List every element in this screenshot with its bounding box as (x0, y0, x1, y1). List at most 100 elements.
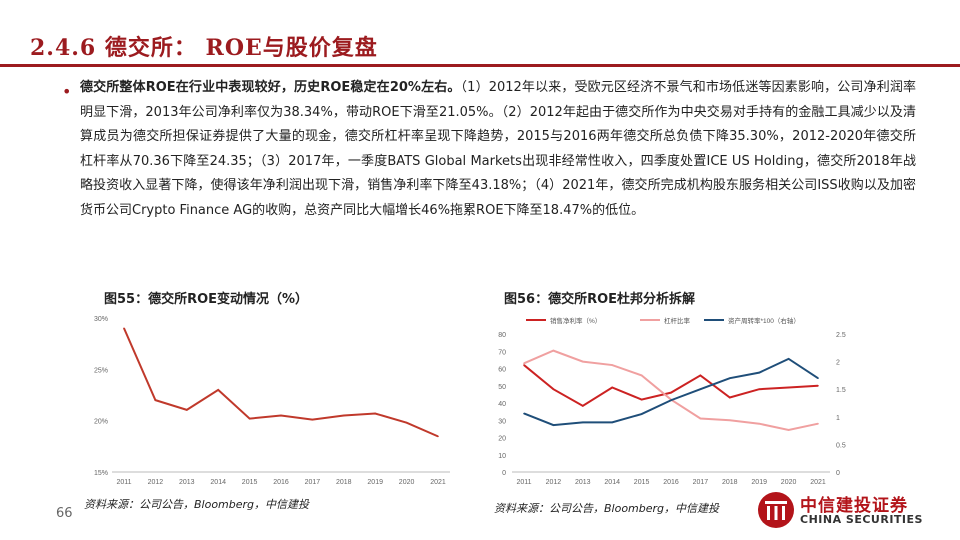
series-data-point (523, 412, 525, 415)
series-data-point (582, 421, 584, 424)
x-tick-label: 2013 (179, 479, 195, 486)
figure56-caption: 图56：德交所ROE杜邦分析拆解 (504, 292, 696, 307)
x-tick-label: 2018 (722, 479, 738, 486)
series-data-point (758, 422, 760, 425)
series-data-point (787, 358, 790, 360)
series-data-point (699, 417, 702, 420)
y-right-tick-label: 0.5 (836, 442, 846, 449)
y-left-tick-label: 20 (498, 436, 506, 443)
series-data-point (611, 421, 613, 424)
x-tick-label: 2011 (516, 479, 531, 486)
page-number: 66 (56, 506, 73, 521)
series-data-point (787, 386, 790, 389)
series-data-point (552, 424, 555, 426)
y-left-tick-label: 60 (498, 367, 506, 374)
page-title: 2.4.6 德交所： ROE与股价复盘 (30, 35, 378, 61)
body-text: （1）2012年以来，受欧元区经济不景气和市场低迷等因素影响，公司净利润率明显下… (80, 80, 916, 218)
series-data-point (552, 388, 555, 390)
roe-data-point (437, 435, 439, 438)
roe-data-point (154, 399, 157, 401)
series-data-point (758, 388, 760, 390)
roe-data-point (311, 418, 314, 421)
series-data-point (787, 429, 790, 431)
y-right-tick-label: 0 (836, 470, 840, 477)
x-tick-label: 2019 (751, 479, 767, 486)
y-tick-label: 15% (94, 470, 108, 477)
dupont-line-chart: 0 10 20 30 40 50 60 70 80 0 0.5 1 1.5 2 2.5 2011 2012 201… (498, 316, 846, 486)
series-data-point (758, 371, 760, 374)
lead-sentence: 德交所整体ROE在行业中表现较好，历史ROE稳定在20%左右。 (80, 80, 461, 95)
roe-data-point (374, 412, 377, 415)
y-right-tick-label: 2.5 (836, 332, 846, 339)
y-tick-label: 20% (94, 419, 108, 426)
y-left-tick-label: 0 (502, 470, 506, 477)
figure55-source: 资料来源：公司公告，Bloomberg，中信建投 (84, 498, 310, 511)
x-tick-label: 2016 (273, 479, 289, 486)
legend-label: 销售净利率（%） (550, 316, 601, 325)
body-paragraph: 德交所整体ROE在行业中表现较好，历史ROE稳定在20%左右。（1）2012年以… (80, 76, 916, 223)
title-divider (0, 64, 960, 67)
roe-data-point (186, 409, 188, 411)
y-left-tick-label: 80 (498, 332, 506, 339)
legend-label: 资产周转率*100（右轴） (728, 316, 800, 325)
series-data-point (670, 399, 672, 402)
series-data-point (523, 364, 525, 366)
series-data-point (817, 377, 819, 379)
series-data-point (729, 419, 731, 422)
y-right-tick-label: 1.5 (836, 387, 846, 394)
x-tick-label: 2020 (399, 479, 415, 486)
figure55-caption: 图55：德交所ROE变动情况（%） (104, 292, 309, 307)
x-tick-label: 2017 (305, 479, 321, 486)
roe-data-point (123, 327, 125, 330)
series-data-point (640, 374, 643, 377)
y-tick-label: 25% (94, 367, 108, 374)
legend-label: 杠杆比率 (664, 316, 691, 325)
roe-data-point (280, 414, 282, 417)
bullet-icon: • (62, 82, 72, 101)
y-left-tick-label: 70 (498, 349, 506, 356)
series-data-point (582, 360, 584, 363)
roe-data-point (248, 417, 251, 420)
roe-line-chart: 15% 20% 25% 30% 2011 2012 2013 2014 2015 2016 2017… (94, 316, 450, 486)
roe-data-point (405, 421, 408, 424)
series-data-point (729, 396, 731, 399)
y-left-tick-label: 30 (498, 418, 506, 425)
x-tick-label: 2011 (116, 479, 131, 486)
y-right-tick-label: 1 (836, 415, 840, 422)
x-tick-label: 2015 (634, 479, 650, 486)
series-data-point (670, 391, 672, 394)
series-data-point (582, 405, 584, 407)
x-tick-label: 2013 (575, 479, 591, 486)
x-tick-label: 2012 (546, 479, 562, 486)
x-tick-label: 2014 (604, 479, 620, 486)
roe-data-point (343, 414, 345, 417)
series-data-point (640, 398, 643, 401)
x-tick-label: 2018 (336, 479, 352, 486)
citic-logo-icon (758, 492, 794, 528)
y-left-tick-label: 40 (498, 401, 506, 408)
series-data-point (640, 413, 643, 415)
company-logo: 中信建投证券 CHINA SECURITIES (756, 490, 956, 530)
series-data-point (552, 349, 555, 352)
x-tick-label: 2020 (781, 479, 797, 486)
x-tick-label: 2014 (210, 479, 226, 486)
logo-text-en: CHINA SECURITIES (800, 513, 923, 526)
series-line (523, 349, 819, 432)
series-data-point (611, 386, 613, 389)
series-data-point (817, 384, 819, 387)
y-tick-label: 30% (94, 316, 108, 323)
roe-data-point (217, 389, 219, 391)
y-left-tick-label: 10 (498, 453, 506, 460)
series-data-point (699, 374, 702, 377)
x-tick-label: 2012 (148, 479, 164, 486)
x-tick-label: 2021 (810, 479, 826, 486)
x-tick-label: 2021 (430, 479, 446, 486)
x-tick-label: 2016 (663, 479, 679, 486)
x-tick-label: 2019 (367, 479, 383, 486)
series-data-point (523, 362, 525, 365)
x-tick-label: 2017 (693, 479, 709, 486)
figure56-source: 资料来源：公司公告，Bloomberg，中信建投 (494, 502, 720, 515)
logo-text-cn: 中信建投证券 (800, 496, 908, 516)
series-data-point (817, 422, 819, 425)
roe-series-line (123, 327, 439, 438)
